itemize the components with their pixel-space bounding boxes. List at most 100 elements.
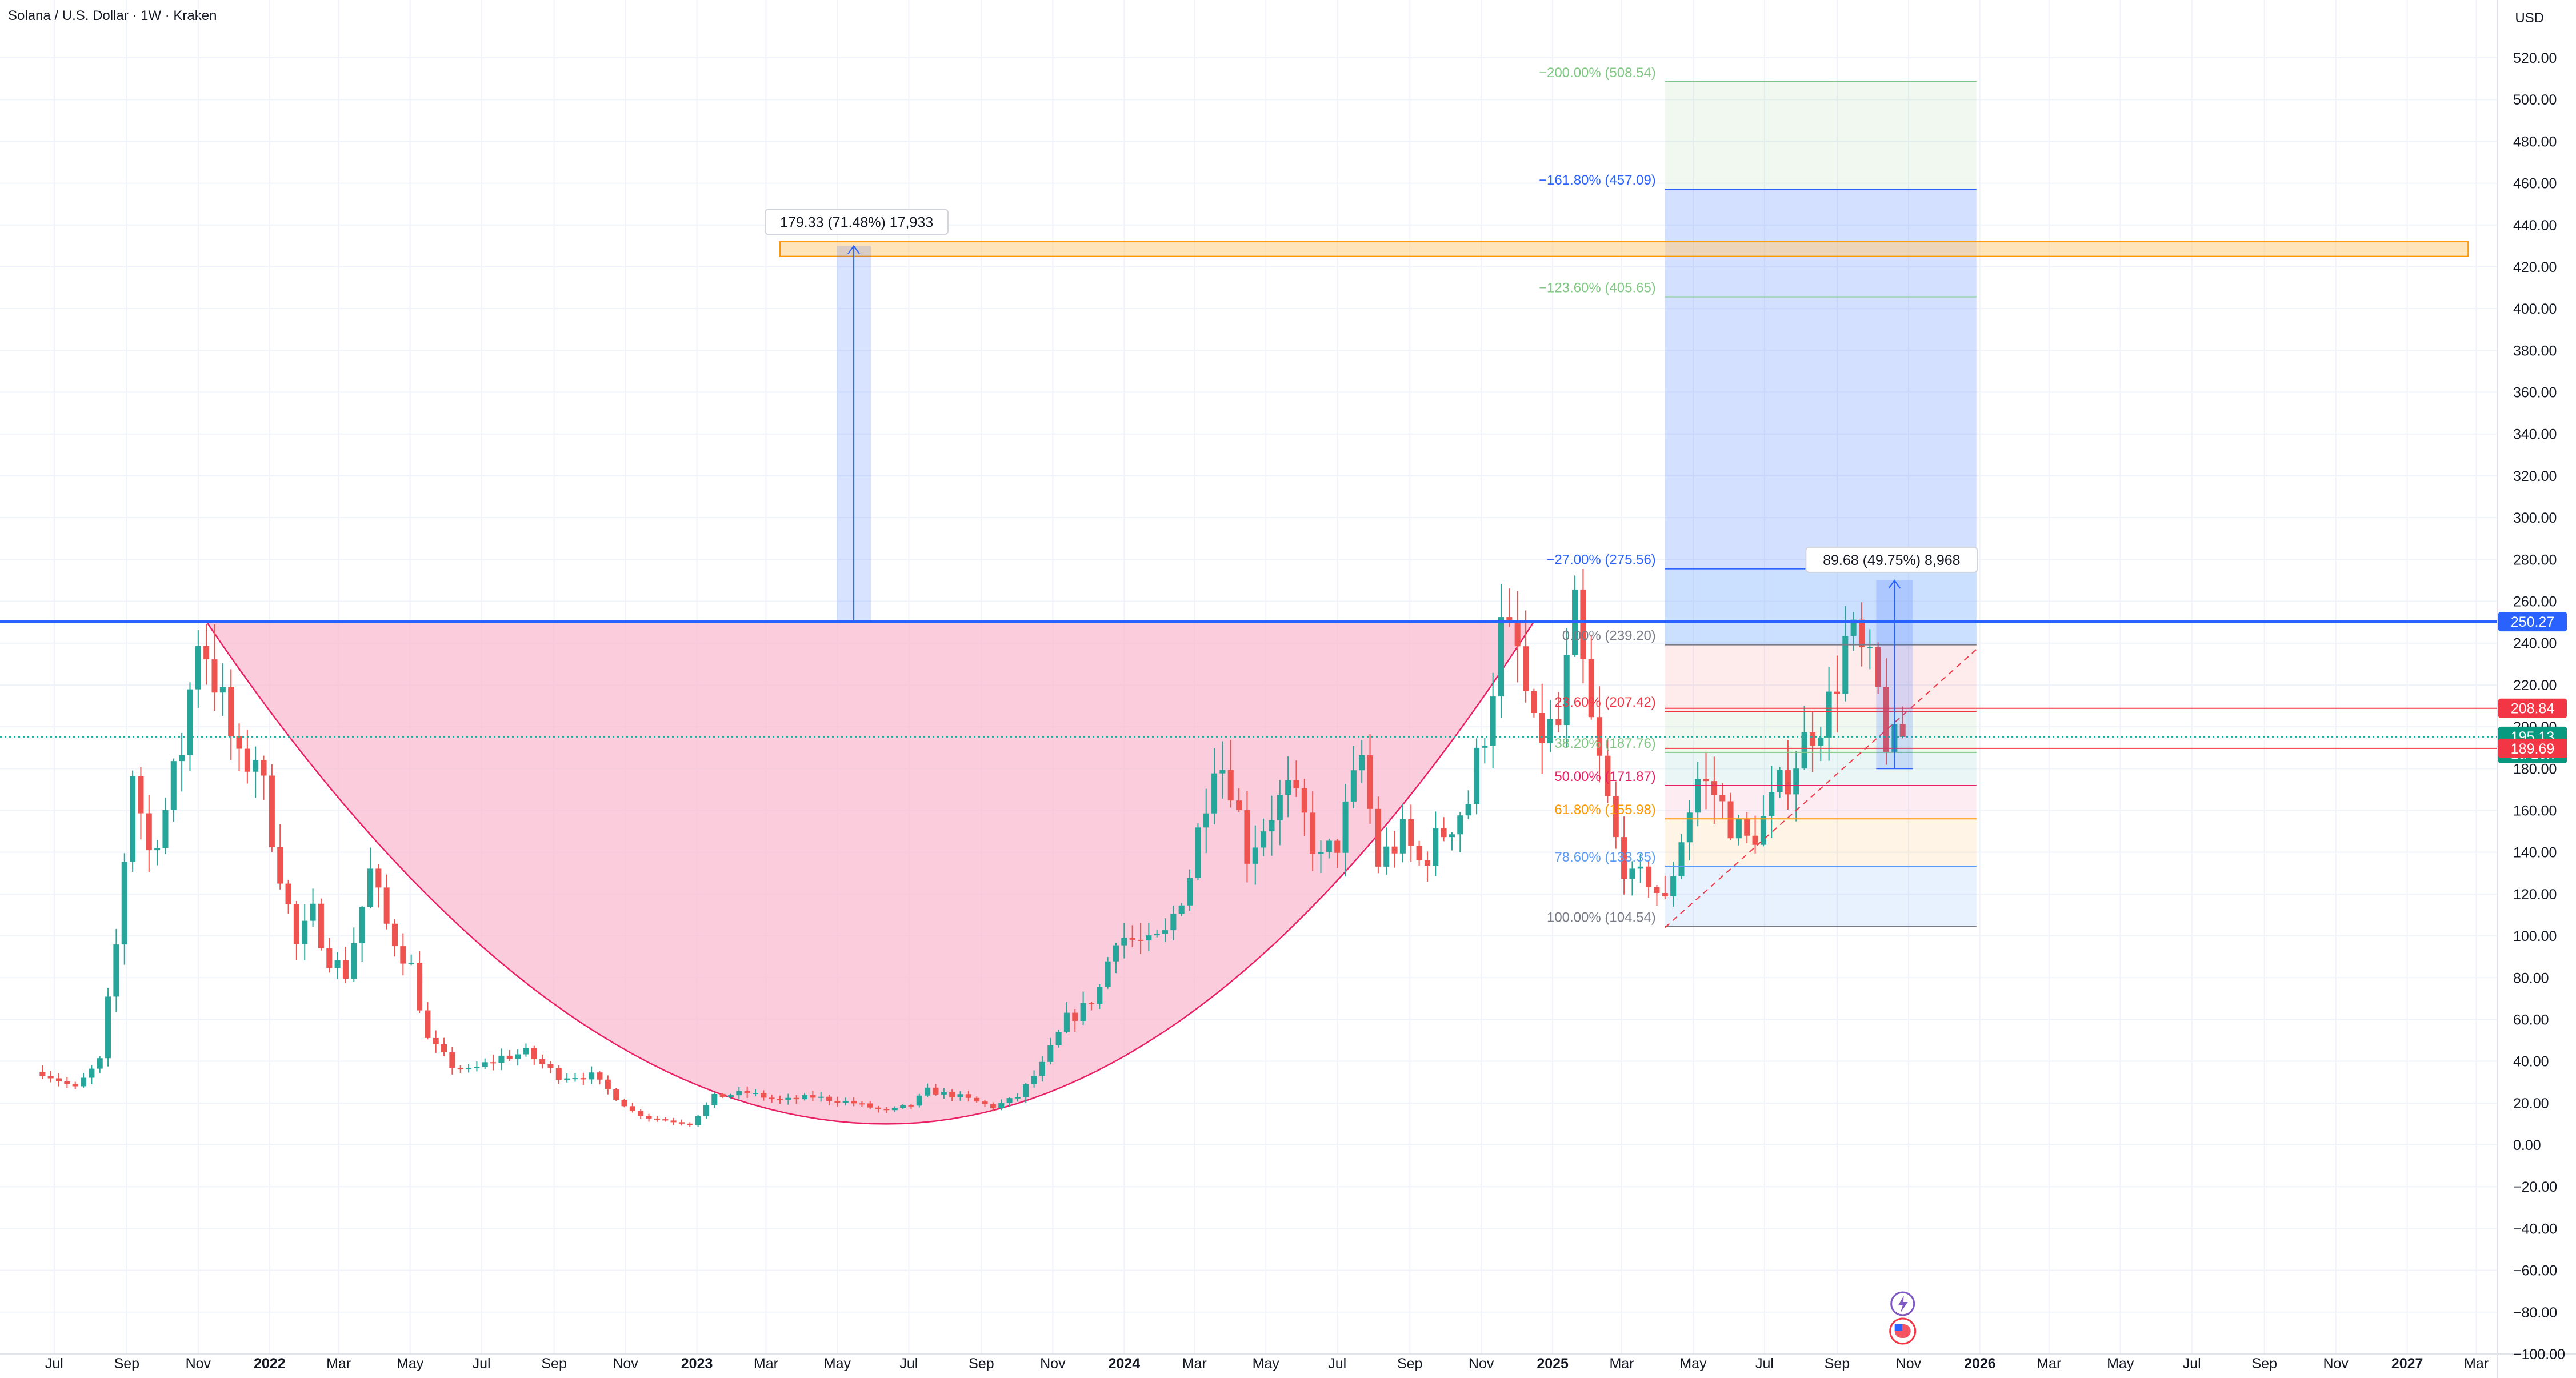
candle-body: [834, 1101, 841, 1103]
candle-body: [949, 1092, 955, 1097]
candle-body: [1252, 847, 1258, 864]
candle-body: [564, 1078, 570, 1080]
fib-band: [1665, 819, 1977, 867]
candle-body: [383, 887, 390, 924]
time-tick-label: 2027: [2391, 1356, 2423, 1372]
candle-body: [39, 1071, 46, 1076]
candle-body: [711, 1093, 718, 1105]
candle-body: [1088, 1003, 1094, 1004]
candle-body: [1154, 934, 1160, 936]
candle-body: [1522, 646, 1529, 691]
candle-body: [1597, 717, 1603, 756]
candle-body: [506, 1055, 513, 1059]
price-badge-label: 208.84: [2511, 701, 2555, 717]
candle-body: [441, 1044, 447, 1052]
candle-body: [1646, 866, 1652, 887]
candle-body: [1695, 779, 1701, 813]
price-badge-label: 250.27: [2511, 614, 2554, 630]
price-tick-label: 220.00: [2513, 678, 2557, 694]
candle-body: [1187, 878, 1193, 906]
price-tick-label: 420.00: [2513, 259, 2557, 275]
candle-body: [1531, 691, 1537, 714]
candle-body: [678, 1122, 685, 1124]
candle-body: [1711, 781, 1717, 795]
price-tick-label: 400.00: [2513, 301, 2557, 317]
candle-body: [1858, 619, 1865, 648]
candle-body: [1121, 938, 1127, 946]
price-tick-label: 380.00: [2513, 343, 2557, 359]
candle-body: [933, 1087, 939, 1095]
time-tick-label: Jul: [1328, 1356, 1346, 1372]
candle-body: [1006, 1098, 1013, 1103]
candle-body: [105, 996, 111, 1059]
time-tick-label: Sep: [969, 1356, 994, 1372]
price-tick-label: 100.00: [2513, 928, 2557, 944]
candle-body: [113, 944, 119, 997]
time-tick-label: Mar: [326, 1356, 351, 1372]
candle-body: [228, 687, 234, 737]
price-badge-label: 189.69: [2511, 741, 2554, 757]
candle-body: [1670, 876, 1677, 896]
candle-body: [1539, 713, 1545, 743]
candle-body: [974, 1097, 980, 1102]
candle-body: [310, 903, 316, 921]
candle-body: [269, 775, 275, 847]
candle-body: [1678, 842, 1685, 876]
candle-body: [605, 1079, 611, 1089]
candle-body: [1195, 827, 1201, 878]
candle-body: [1236, 800, 1242, 810]
candle-body: [998, 1103, 1005, 1109]
candle-body: [826, 1096, 833, 1101]
time-tick-label: May: [397, 1356, 424, 1372]
candle-body: [646, 1116, 652, 1119]
candle-body: [130, 776, 136, 862]
candle-body: [285, 883, 291, 904]
candle-body: [474, 1067, 480, 1068]
time-tick-label: Nov: [1469, 1356, 1494, 1372]
candle-body: [170, 761, 177, 810]
price-tick-label: 280.00: [2513, 552, 2557, 568]
lightning-glyph: [1898, 1296, 1908, 1313]
candle-body: [1842, 636, 1849, 694]
candle-body: [277, 847, 283, 884]
time-tick-label: Nov: [2323, 1356, 2349, 1372]
candle-body: [719, 1093, 726, 1097]
candle-body: [810, 1095, 816, 1098]
candle-body: [785, 1097, 791, 1100]
candle-body: [391, 923, 398, 947]
flag-canton: [1894, 1324, 1902, 1331]
candle-body: [1662, 892, 1668, 896]
candle-body: [1637, 866, 1643, 869]
symbol-title[interactable]: Solana / U.S. Dollar · 1W · Kraken: [8, 8, 217, 23]
time-tick-label: Jul: [473, 1356, 491, 1372]
target-zone-rect: [779, 241, 2469, 257]
candle-body: [89, 1068, 95, 1078]
candle-body: [982, 1101, 988, 1104]
candle-body: [1793, 768, 1799, 795]
candle-body: [1055, 1032, 1062, 1046]
candle-body: [900, 1105, 906, 1108]
candle-body: [138, 776, 144, 814]
time-tick-label: 2025: [1537, 1356, 1569, 1372]
candle-body: [654, 1118, 660, 1120]
price-tick-label: 20.00: [2513, 1096, 2549, 1112]
candle-body: [1244, 810, 1250, 864]
candle-body: [891, 1108, 898, 1111]
currency-label[interactable]: USD: [2515, 10, 2544, 26]
fib-band: [1665, 866, 1977, 927]
candle-body: [187, 689, 193, 755]
time-tick-label: Nov: [1896, 1356, 1922, 1372]
candle-body: [687, 1123, 693, 1125]
candle-body: [47, 1076, 54, 1079]
fib-level-label: −200.00% (508.54): [1539, 65, 1656, 81]
cup-fill: [206, 622, 1534, 1124]
drawings-foreground: 179.33 (71.48%) 17,933 89.68 (49.75%) 8,9…: [0, 81, 2497, 928]
candle-body: [727, 1095, 734, 1097]
candle-body: [638, 1111, 644, 1116]
fib-level-label: 100.00% (104.54): [1547, 910, 1656, 925]
candle-body: [162, 810, 169, 848]
fib-level-label: 61.80% (155.98): [1554, 802, 1655, 818]
candle-body: [211, 659, 218, 693]
